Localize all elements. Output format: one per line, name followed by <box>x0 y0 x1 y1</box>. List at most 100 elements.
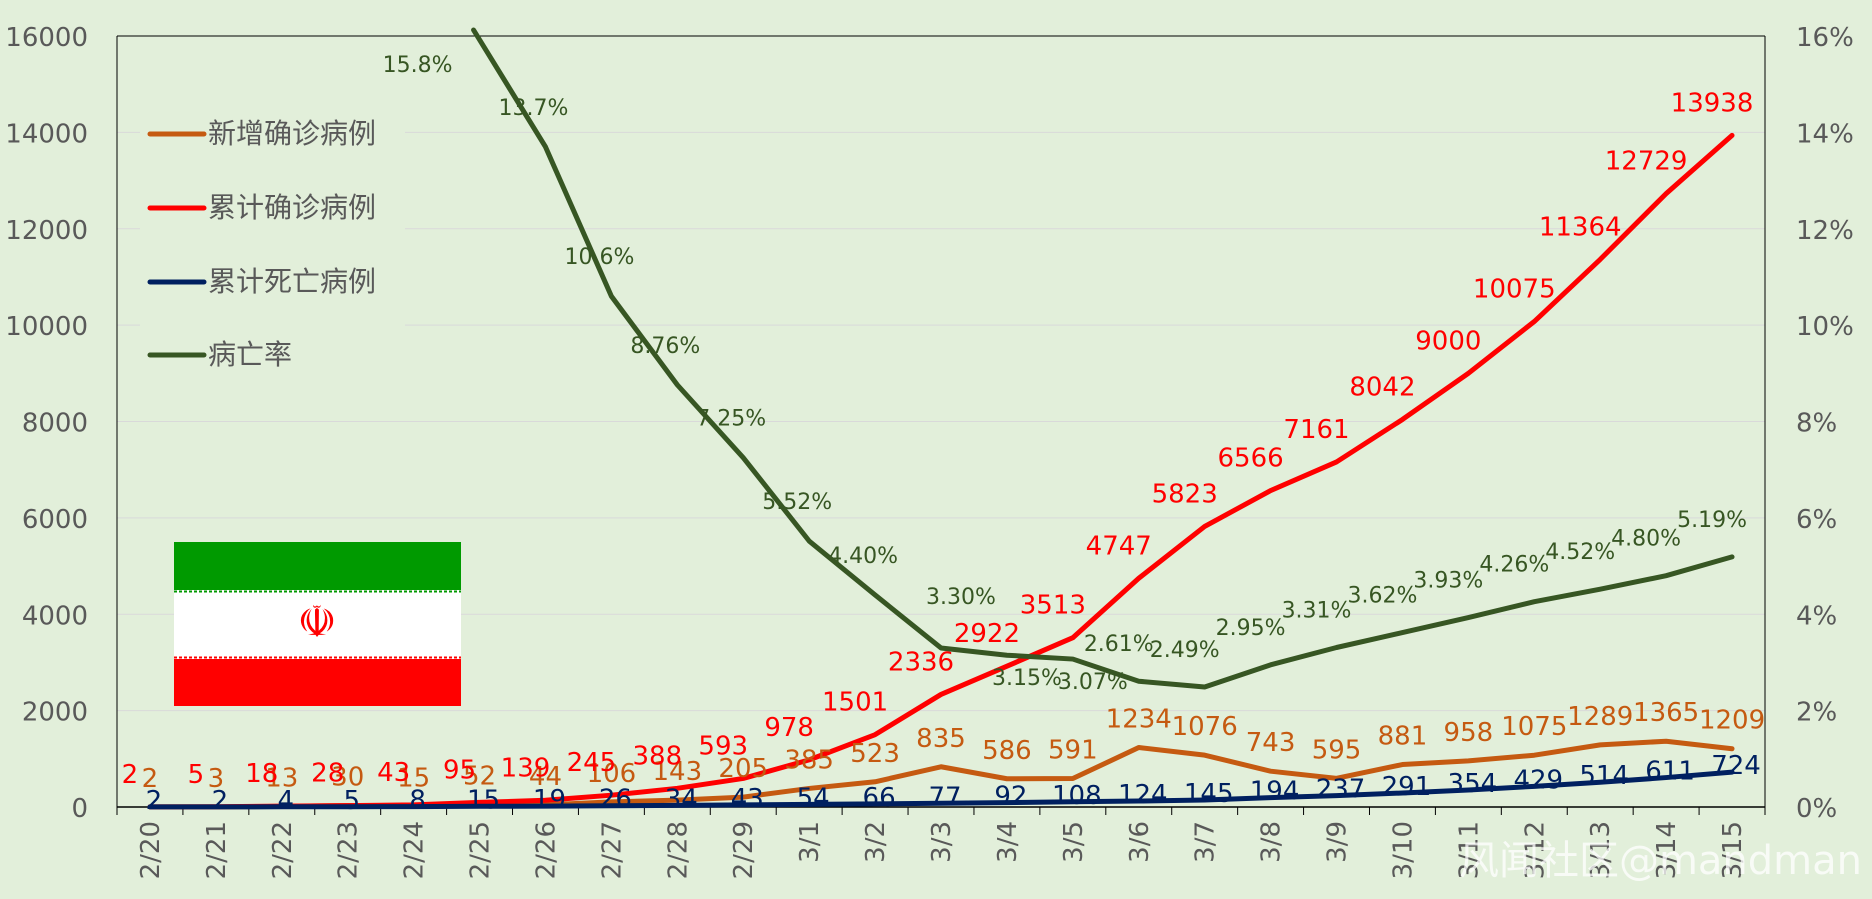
data-label: 139 <box>501 753 551 783</box>
data-label: 4 <box>278 786 295 816</box>
flag-white-band <box>174 590 461 659</box>
legend: 新增确诊病例 累计确诊病例 累计死亡病例 病亡率 <box>140 100 405 371</box>
data-label: 11364 <box>1539 212 1622 242</box>
data-label: 34 <box>665 784 698 814</box>
data-label: 2 <box>212 786 229 816</box>
data-label: 145 <box>1184 779 1234 809</box>
data-label: 2.95% <box>1216 616 1286 641</box>
data-label: 10075 <box>1473 275 1556 305</box>
data-label: 10.6% <box>564 245 634 270</box>
data-label: 1289 <box>1567 702 1633 732</box>
data-label: 611 <box>1645 757 1695 787</box>
data-label: 2336 <box>888 647 954 677</box>
data-label: 77 <box>928 782 961 812</box>
y-right-tick-label: 4% <box>1796 601 1837 631</box>
x-tick-label: 2/29 <box>729 821 759 879</box>
x-tick-label: 3/14 <box>1652 821 1682 879</box>
flag-red-band <box>174 659 461 706</box>
data-label: 5823 <box>1152 479 1218 509</box>
data-label: 429 <box>1513 765 1563 795</box>
series-lines <box>147 27 1735 810</box>
data-label: 385 <box>784 745 834 775</box>
data-label: 95 <box>443 755 476 785</box>
x-tick-label: 3/2 <box>861 821 891 863</box>
data-label: 514 <box>1579 761 1629 791</box>
data-label: 143 <box>652 757 702 787</box>
data-label: 2922 <box>954 619 1020 649</box>
x-tick-label: 3/1 <box>795 821 825 863</box>
data-label: 26 <box>599 785 632 815</box>
x-tick-label: 3/12 <box>1520 821 1550 879</box>
data-label: 586 <box>982 736 1032 766</box>
data-label: 7.25% <box>696 407 766 432</box>
x-tick-label: 3/10 <box>1388 821 1418 879</box>
data-label: 5 <box>343 786 360 816</box>
data-label: 43 <box>377 758 410 788</box>
data-label: 15.8% <box>383 53 453 78</box>
data-label: 54 <box>797 783 830 813</box>
x-tick-label: 2/23 <box>334 821 364 879</box>
data-label: 13.7% <box>499 96 569 121</box>
data-label: 30 <box>331 763 364 793</box>
data-label: 13938 <box>1671 88 1754 118</box>
data-label: 12729 <box>1605 147 1688 177</box>
x-tick-label: 2/26 <box>531 821 561 879</box>
data-label: 743 <box>1246 728 1296 758</box>
data-label: 1209 <box>1699 706 1765 736</box>
series-line <box>147 769 1735 810</box>
data-label: 124 <box>1118 780 1168 810</box>
data-label: 3513 <box>1020 591 1086 621</box>
legend-label-total-cases: 累计确诊病例 <box>208 191 376 224</box>
x-tick-label: 3/13 <box>1586 821 1616 879</box>
y-left-tick-label: 16000 <box>5 23 88 53</box>
data-label: 3.93% <box>1413 569 1483 594</box>
legend-background <box>140 100 405 365</box>
series-line <box>471 27 1735 690</box>
data-label: 28 <box>311 759 344 789</box>
x-tick-label: 3/3 <box>927 821 957 863</box>
data-label: 4.26% <box>1479 553 1549 578</box>
data-label: 8042 <box>1349 372 1415 402</box>
data-label: 4.52% <box>1545 540 1615 565</box>
x-tick-label: 2/24 <box>400 821 430 879</box>
x-tick-label: 2/27 <box>597 821 627 879</box>
y-right-tick-label: 0% <box>1796 794 1837 824</box>
data-label: 881 <box>1378 722 1428 752</box>
data-label: 44 <box>529 762 562 792</box>
data-label: 2 <box>146 786 163 816</box>
data-label: 1075 <box>1501 712 1567 742</box>
data-label: 3.31% <box>1282 598 1352 623</box>
data-label: 7161 <box>1283 415 1349 445</box>
data-label: 3.62% <box>1347 584 1417 609</box>
data-label: 978 <box>764 713 814 743</box>
y-left-tick-label: 4000 <box>22 601 88 631</box>
x-tick-label: 2/21 <box>202 821 232 879</box>
x-tick-label: 3/5 <box>1059 821 1089 863</box>
x-tick-label: 2/22 <box>268 821 298 879</box>
y-right-tick-label: 10% <box>1796 312 1854 342</box>
data-label: 194 <box>1250 777 1300 807</box>
x-tick-label: 2/28 <box>663 821 693 879</box>
data-label: 5 <box>188 760 205 790</box>
data-label: 6566 <box>1218 444 1284 474</box>
data-label: 5.19% <box>1677 508 1747 533</box>
y-right-tick-label: 6% <box>1796 505 1837 535</box>
x-tick-label: 3/6 <box>1125 821 1155 863</box>
data-label: 523 <box>850 739 900 769</box>
data-label: 1365 <box>1633 698 1699 728</box>
y-left-tick-label: 12000 <box>5 216 88 246</box>
data-label: 18 <box>245 759 278 789</box>
data-label: 1076 <box>1172 712 1238 742</box>
data-label: 595 <box>1312 735 1362 765</box>
y-right-tick-label: 12% <box>1796 216 1854 246</box>
data-label: 591 <box>1048 736 1098 766</box>
y-left-tick-label: 14000 <box>5 119 88 149</box>
x-tick-label: 3/7 <box>1191 821 1221 863</box>
left-axis-ticks: 0 2000 4000 6000 8000 10000 12000 14000 16000 <box>5 23 88 824</box>
data-label: 2 <box>142 764 159 794</box>
data-label: 354 <box>1448 769 1498 799</box>
data-label: 205 <box>718 754 768 784</box>
data-label: 13 <box>265 763 298 793</box>
data-label: 3.30% <box>926 585 996 610</box>
